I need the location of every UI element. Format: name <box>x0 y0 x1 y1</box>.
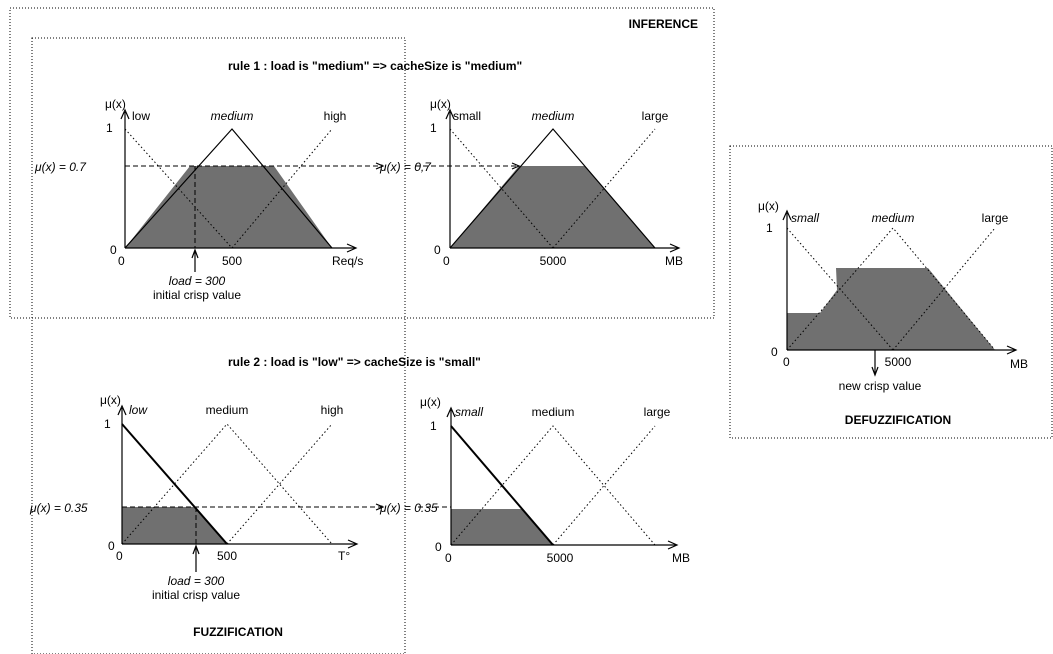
x-unit: T° <box>338 549 350 563</box>
shaded-area <box>122 507 227 544</box>
membership-medium <box>124 128 333 249</box>
panel-rule2-load: μ(x) 1 0 low medium high μ(x) = 0.35 0 5… <box>29 393 385 602</box>
y-tick-0: 0 <box>435 540 442 554</box>
y-axis-label: μ(x) <box>758 199 779 213</box>
y-axis-label: μ(x) <box>430 97 451 111</box>
set-label-low: low <box>132 109 150 123</box>
shaded-area <box>787 268 995 350</box>
x-tick-0: 0 <box>116 549 123 563</box>
y-tick-0: 0 <box>434 243 441 257</box>
x-tick-0: 0 <box>783 355 790 369</box>
membership-medium <box>450 425 656 546</box>
set-label-small: small <box>791 211 819 225</box>
y-tick-1: 1 <box>106 121 113 135</box>
inference-title: INFERENCE <box>629 17 698 31</box>
membership-low <box>121 423 228 545</box>
x-tick-0: 0 <box>445 551 452 565</box>
y-tick-1: 1 <box>430 121 437 135</box>
mu-label: μ(x) = 0.35 <box>29 501 88 515</box>
x-tick-500: 500 <box>217 549 237 563</box>
panel-defuzz: μ(x) 1 0 small medium large 0 5000 MB ne… <box>758 199 1028 393</box>
y-tick-0: 0 <box>110 243 117 257</box>
set-label-large: large <box>982 211 1009 225</box>
membership-medium <box>121 423 333 545</box>
y-tick-1: 1 <box>766 221 773 235</box>
y-tick-0: 0 <box>771 345 778 359</box>
defuzzification-title: DEFUZZIFICATION <box>845 413 951 427</box>
membership-large <box>892 227 996 351</box>
crisp-output-caption: new crisp value <box>839 379 922 393</box>
x-unit: MB <box>665 254 683 268</box>
set-label-small: small <box>453 109 481 123</box>
set-label-medium: medium <box>211 109 254 123</box>
crisp-input-caption: initial crisp value <box>153 288 241 302</box>
x-unit: MB <box>1010 357 1028 371</box>
inference-frame <box>9 7 715 319</box>
rule-2-text: rule 2 : load is "low" => cacheSize is "… <box>228 355 481 369</box>
y-tick-0: 0 <box>108 539 115 553</box>
crisp-input-caption: initial crisp value <box>152 588 240 602</box>
crisp-input-label: load = 300 <box>168 574 225 588</box>
shaded-area <box>451 509 553 545</box>
mu-label: μ(x) = 0.35 <box>379 501 438 515</box>
set-label-high: high <box>321 403 344 417</box>
set-label-medium: medium <box>532 109 575 123</box>
crisp-input-label: load = 300 <box>169 274 226 288</box>
set-label-small: small <box>455 405 483 419</box>
defuzzification-frame <box>729 145 1053 439</box>
set-label-low: low <box>129 403 148 417</box>
panel-rule1-cache: μ(x) 1 0 small medium large μ(x) = 0,7 0… <box>379 97 683 268</box>
set-label-large: large <box>642 109 669 123</box>
rule-1-text: rule 1 : load is "medium" => cacheSize i… <box>228 59 522 73</box>
y-axis-label: μ(x) <box>105 97 126 111</box>
membership-medium <box>449 128 656 249</box>
y-tick-1: 1 <box>104 417 111 431</box>
y-axis-label: μ(x) <box>420 395 441 409</box>
mu-label: μ(x) = 0,7 <box>379 160 432 174</box>
mu-label: μ(x) = 0.7 <box>34 160 87 174</box>
fuzzification-frame <box>31 37 406 654</box>
fuzzification-title: FUZZIFICATION <box>193 625 283 639</box>
x-tick-5000: 5000 <box>540 254 567 268</box>
panel-rule1-load: μ(x) 1 0 low medium high μ(x) = 0.7 0 50… <box>34 97 385 302</box>
membership-high <box>226 423 333 545</box>
y-axis-label: μ(x) <box>100 393 121 407</box>
y-tick-1: 1 <box>430 419 437 433</box>
x-unit: Req/s <box>332 254 363 268</box>
x-tick-0: 0 <box>443 254 450 268</box>
x-tick-0: 0 <box>118 254 125 268</box>
x-tick-5000: 5000 <box>885 355 912 369</box>
panel-rule2-cache: μ(x) 1 0 small medium large μ(x) = 0.35 … <box>379 395 690 565</box>
set-label-medium: medium <box>532 405 575 419</box>
x-unit: MB <box>672 551 690 565</box>
shaded-area <box>125 166 332 248</box>
set-label-medium: medium <box>872 211 915 225</box>
x-tick-500: 500 <box>222 254 242 268</box>
set-label-medium: medium <box>206 403 249 417</box>
set-label-large: large <box>644 405 671 419</box>
shaded-area <box>450 166 655 248</box>
membership-small <box>450 425 554 546</box>
set-label-high: high <box>324 109 347 123</box>
x-tick-5000: 5000 <box>547 551 574 565</box>
